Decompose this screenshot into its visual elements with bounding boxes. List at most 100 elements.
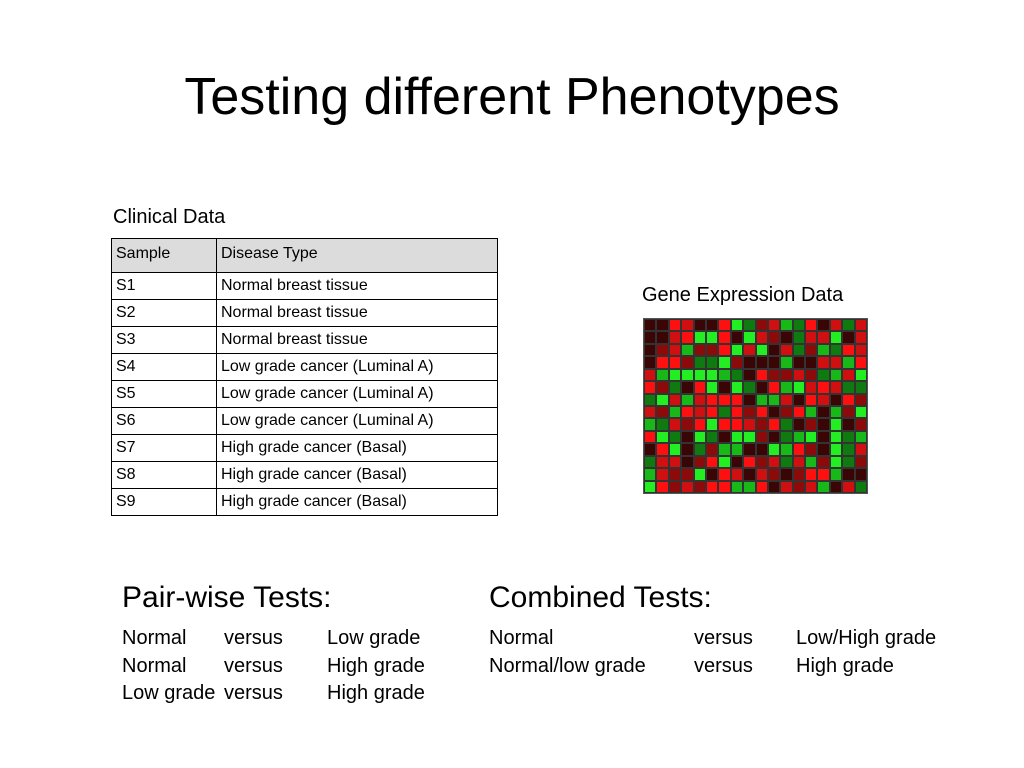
heatmap-cell (829, 406, 843, 419)
heatmap-cell (829, 480, 843, 493)
heatmap-cell (780, 430, 793, 444)
combined-test-row: Normal versus Low/High grade (489, 625, 936, 653)
column-header-sample: Sample (111, 238, 217, 273)
heatmap-cell (842, 480, 855, 493)
gene-expression-heatmap (643, 318, 868, 494)
heatmap-cell (854, 468, 867, 481)
heatmap-cell (755, 368, 768, 382)
heatmap-cell (644, 455, 657, 469)
heatmap-cell (681, 418, 694, 431)
heatmap-cell (656, 381, 669, 394)
heatmap-cell (780, 455, 793, 469)
heatmap-cell (693, 430, 706, 444)
group-b: High grade (796, 654, 894, 677)
heatmap-cell (656, 406, 669, 419)
disease-type-cell: High grade cancer (Basal) (216, 434, 498, 462)
heatmap-cell (780, 343, 793, 357)
table-row: S8 High grade cancer (Basal) (111, 461, 498, 489)
heatmap-cell (780, 406, 793, 419)
heatmap-cell (792, 468, 806, 481)
sample-cell: S2 (111, 299, 217, 327)
heatmap-cell (693, 455, 706, 469)
heatmap-cell (767, 381, 781, 394)
heatmap-cell (644, 480, 657, 493)
combined-test-row: Normal/low grade versus High grade (489, 653, 936, 681)
heatmap-cell (805, 368, 818, 382)
versus-label: versus (224, 654, 283, 677)
combined-tests-list: Normal versus Low/High grade Normal/low … (489, 625, 936, 680)
heatmap-cell (805, 319, 818, 332)
heatmap-cell (842, 443, 855, 456)
sample-cell: S4 (111, 353, 217, 381)
table-row: S6 Low grade cancer (Luminal A) (111, 407, 498, 435)
heatmap-cell (854, 406, 867, 419)
heatmap-cell (668, 331, 682, 344)
heatmap-cell (767, 319, 781, 332)
heatmap-cell (730, 406, 744, 419)
versus-label: versus (694, 627, 753, 649)
heatmap-cell (656, 443, 669, 456)
heatmap-cell (792, 480, 806, 493)
heatmap-cell (817, 331, 830, 344)
heatmap-cell (705, 430, 719, 444)
heatmap-cell (668, 356, 682, 369)
table-row: S9 High grade cancer (Basal) (111, 488, 498, 516)
heatmap-cell (767, 343, 781, 357)
heatmap-cell (705, 381, 719, 394)
heatmap-cell (693, 331, 706, 344)
versus-label: versus (694, 654, 753, 677)
heatmap-cell (705, 343, 719, 357)
heatmap-cell (705, 331, 719, 344)
heatmap-cell (656, 480, 669, 493)
heatmap-cell (656, 430, 669, 444)
heatmap-cell (842, 368, 855, 382)
heatmap-cell (854, 356, 867, 369)
heatmap-cell (780, 468, 793, 481)
heatmap-cell (681, 393, 694, 406)
heatmap-cell (644, 406, 657, 419)
heatmap-cell (668, 455, 682, 469)
heatmap-cell (780, 331, 793, 344)
heatmap-cell (644, 430, 657, 444)
heatmap-cell (767, 480, 781, 493)
heatmap-cell (656, 331, 669, 344)
group-a: Normal/low grade (489, 654, 646, 677)
heatmap-cell (780, 443, 793, 456)
heatmap-cell (792, 406, 806, 419)
sample-cell: S6 (111, 407, 217, 435)
heatmap-cell (668, 381, 682, 394)
clinical-data-caption: Clinical Data (113, 206, 226, 228)
clinical-data-table: Sample Disease Type S1 Normal breast tiss… (111, 238, 498, 516)
heatmap-cell (854, 319, 867, 332)
heatmap-cell (780, 393, 793, 406)
heatmap-cell (780, 418, 793, 431)
heatmap-cell (829, 430, 843, 444)
heatmap-cell (705, 368, 719, 382)
heatmap-cell (743, 356, 756, 369)
heatmap-cell (718, 406, 731, 419)
heatmap-cell (743, 418, 756, 431)
heatmap-cell (829, 356, 843, 369)
heatmap-cell (681, 443, 694, 456)
table-row: S1 Normal breast tissue (111, 272, 498, 300)
heatmap-cell (767, 368, 781, 382)
heatmap-cell (730, 331, 744, 344)
heatmap-cell (755, 443, 768, 456)
sample-cell: S9 (111, 488, 217, 516)
disease-type-cell: High grade cancer (Basal) (216, 461, 498, 489)
heatmap-cell (829, 443, 843, 456)
heatmap-cell (705, 443, 719, 456)
heatmap-cell (743, 468, 756, 481)
heatmap-cell (705, 468, 719, 481)
heatmap-cell (829, 468, 843, 481)
heatmap-cell (718, 319, 731, 332)
heatmap-cell (743, 430, 756, 444)
heatmap-cell (718, 381, 731, 394)
table-row: S5 Low grade cancer (Luminal A) (111, 380, 498, 408)
heatmap-cell (705, 356, 719, 369)
heatmap-cell (656, 468, 669, 481)
group-b: High grade (327, 682, 425, 704)
heatmap-cell (743, 393, 756, 406)
heatmap-cell (780, 480, 793, 493)
combined-tests-heading: Combined Tests: (489, 581, 712, 614)
